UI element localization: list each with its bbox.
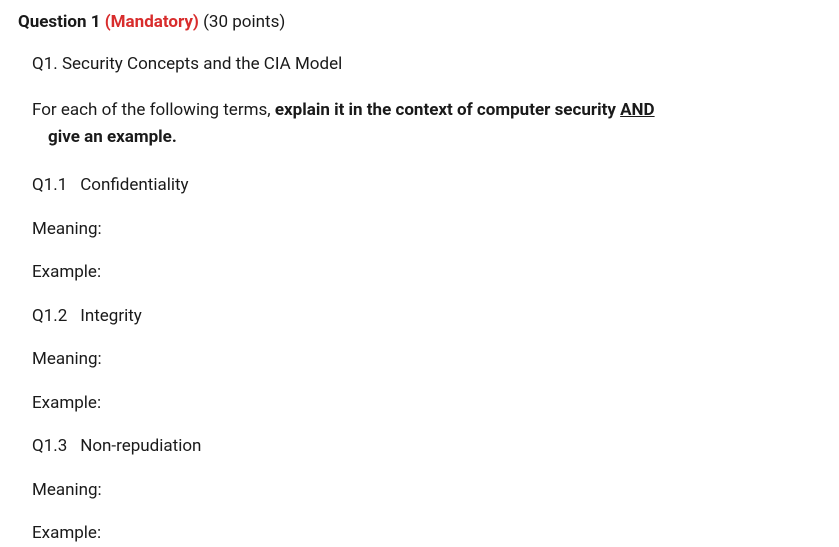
- subquestion-2: Q1.2 Integrity: [32, 304, 821, 330]
- meaning-label-3: Meaning:: [32, 478, 821, 504]
- subq-number: Q1.3: [32, 434, 76, 460]
- question-number: Question 1: [18, 12, 101, 32]
- instruction-and: AND: [620, 100, 654, 120]
- question-content: Q1. Security Concepts and the CIA Model …: [18, 52, 821, 547]
- example-label-1: Example:: [32, 260, 821, 286]
- subquestion-3: Q1.3 Non-repudiation: [32, 434, 821, 460]
- question-title: Q1. Security Concepts and the CIA Model: [32, 52, 821, 78]
- subq-number: Q1.2: [32, 304, 76, 330]
- question-header: Question 1 (Mandatory) (30 points): [18, 10, 821, 36]
- instruction-bold: explain it in the context of computer se…: [275, 100, 620, 120]
- example-label-3: Example:: [32, 521, 821, 547]
- points-label: (30 points): [203, 12, 285, 32]
- subq-term: Confidentiality: [80, 175, 188, 195]
- subq-term: Non-repudiation: [80, 436, 201, 456]
- example-label-2: Example:: [32, 391, 821, 417]
- instruction-bold-line2: give an example.: [32, 124, 821, 151]
- meaning-label-1: Meaning:: [32, 217, 821, 243]
- instruction-prefix: For each of the following terms,: [32, 100, 275, 120]
- subq-number: Q1.1: [32, 173, 76, 199]
- mandatory-tag: (Mandatory): [105, 12, 199, 32]
- subq-term: Integrity: [80, 306, 142, 326]
- instruction-text: For each of the following terms, explain…: [32, 97, 821, 151]
- subquestion-1: Q1.1 Confidentiality: [32, 173, 821, 199]
- meaning-label-2: Meaning:: [32, 347, 821, 373]
